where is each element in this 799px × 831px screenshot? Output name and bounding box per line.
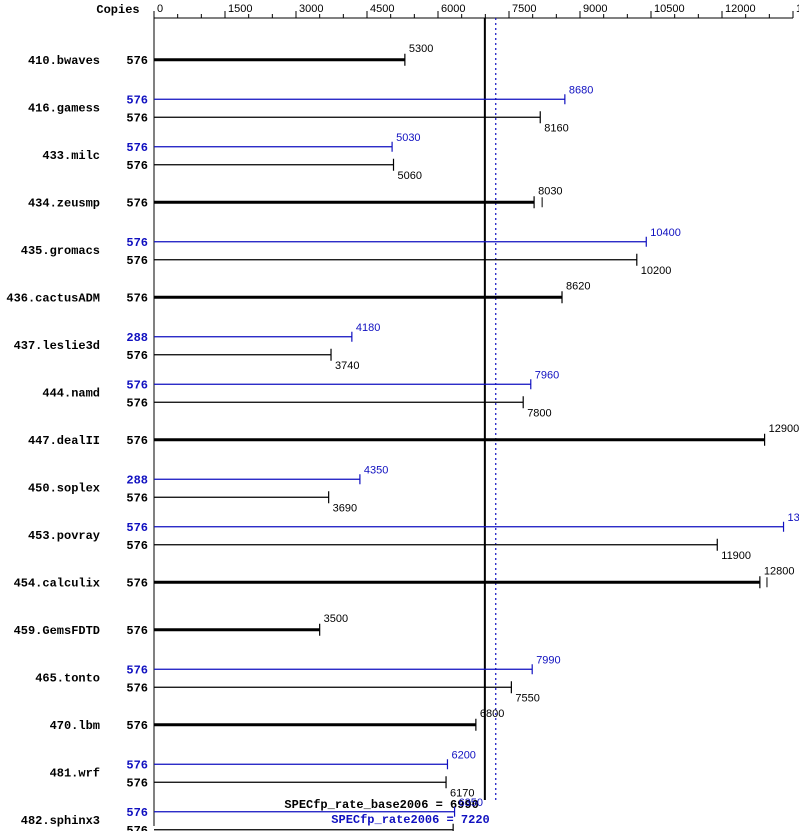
base-value-label: 12900 [769, 423, 799, 435]
copies-header: Copies [96, 3, 139, 17]
benchmark-label: 465.tonto [35, 671, 100, 685]
peak-value-label: 13300 [788, 512, 799, 524]
base-copies: 576 [126, 719, 148, 733]
peak-copies: 576 [126, 806, 148, 820]
axis-tick-label: 12000 [725, 3, 756, 15]
base-value-label: 5060 [398, 170, 422, 182]
peak-copies: 576 [126, 521, 148, 535]
axis-tick-label: 9000 [583, 3, 607, 15]
base-value-label: 10200 [641, 265, 672, 277]
peak-copies: 576 [126, 93, 148, 107]
benchmark-label: 454.calculix [14, 576, 100, 590]
base-value-label: 7550 [515, 692, 539, 704]
base-value-label: 3740 [335, 360, 359, 372]
base-value-label: 8620 [566, 280, 590, 292]
spec-rate-chart: 0150030004500600075009000105001200013500… [0, 0, 799, 831]
benchmark-label: 416.gamess [28, 101, 100, 115]
base-copies: 576 [126, 291, 148, 305]
axis-tick-label: 4500 [370, 3, 394, 15]
peak-value-label: 6350 [459, 797, 483, 809]
base-value-label: 3500 [324, 613, 348, 625]
peak-copies: 288 [126, 473, 148, 487]
benchmark-label: 437.leslie3d [14, 339, 100, 353]
peak-value-label: 7990 [536, 654, 560, 666]
benchmark-label: 447.dealII [28, 434, 100, 448]
benchmark-label: 436.cactusADM [6, 291, 100, 305]
benchmark-label: 433.milc [42, 149, 100, 163]
axis-tick-label: 1500 [228, 3, 252, 15]
peak-value-label: 4180 [356, 322, 380, 334]
peak-copies: 576 [126, 758, 148, 772]
benchmark-label: 470.lbm [50, 719, 100, 733]
base-copies: 576 [126, 159, 148, 173]
benchmark-label: 459.GemsFDTD [14, 624, 100, 638]
base-copies: 576 [126, 539, 148, 553]
base-value-label: 8160 [544, 122, 568, 134]
benchmark-label: 481.wrf [50, 766, 100, 780]
base-value-label: 7800 [527, 407, 551, 419]
base-copies: 576 [126, 349, 148, 363]
base-copies: 576 [126, 396, 148, 410]
peak-copies: 576 [126, 236, 148, 250]
benchmark-label: 450.soplex [28, 481, 100, 495]
base-copies: 576 [126, 576, 148, 590]
peak-copies: 576 [126, 663, 148, 677]
base-value-label: 6800 [480, 708, 504, 720]
peak-value-label: 8680 [569, 84, 593, 96]
peak-copies: 288 [126, 331, 148, 345]
base-value-label: 5300 [409, 43, 433, 55]
axis-tick-label: 10500 [654, 3, 685, 15]
base-value-label: 8030 [538, 185, 562, 197]
axis-tick-label: 0 [157, 3, 163, 15]
benchmark-label: 410.bwaves [28, 54, 100, 68]
base-copies: 576 [126, 681, 148, 695]
peak-value-label: 5030 [396, 132, 420, 144]
reference-label: SPECfp_rate_base2006 = 6990 [284, 798, 478, 812]
peak-value-label: 4350 [364, 464, 388, 476]
peak-value-label: 7960 [535, 369, 559, 381]
base-value-label: 12800 [764, 565, 795, 577]
benchmark-label: 453.povray [28, 529, 100, 543]
peak-value-label: 6200 [451, 749, 475, 761]
benchmark-label: 482.sphinx3 [21, 814, 100, 828]
base-copies: 576 [126, 824, 148, 831]
base-copies: 576 [126, 111, 148, 125]
base-value-label: 3690 [333, 502, 357, 514]
base-copies: 576 [126, 196, 148, 210]
base-copies: 576 [126, 434, 148, 448]
base-copies: 576 [126, 54, 148, 68]
axis-tick-label: 3000 [299, 3, 323, 15]
base-copies: 576 [126, 491, 148, 505]
peak-copies: 576 [126, 141, 148, 155]
benchmark-label: 435.gromacs [21, 244, 100, 258]
base-value-label: 11900 [721, 550, 751, 562]
base-copies: 576 [126, 624, 148, 638]
benchmark-label: 434.zeusmp [28, 196, 100, 210]
base-copies: 576 [126, 776, 148, 790]
reference-label: SPECfp_rate2006 = 7220 [331, 813, 489, 827]
axis-tick-label: 6000 [441, 3, 465, 15]
axis-tick-label: 7500 [512, 3, 536, 15]
peak-value-label: 10400 [650, 227, 681, 239]
peak-copies: 576 [126, 378, 148, 392]
benchmark-label: 444.namd [42, 386, 100, 400]
base-copies: 576 [126, 254, 148, 268]
